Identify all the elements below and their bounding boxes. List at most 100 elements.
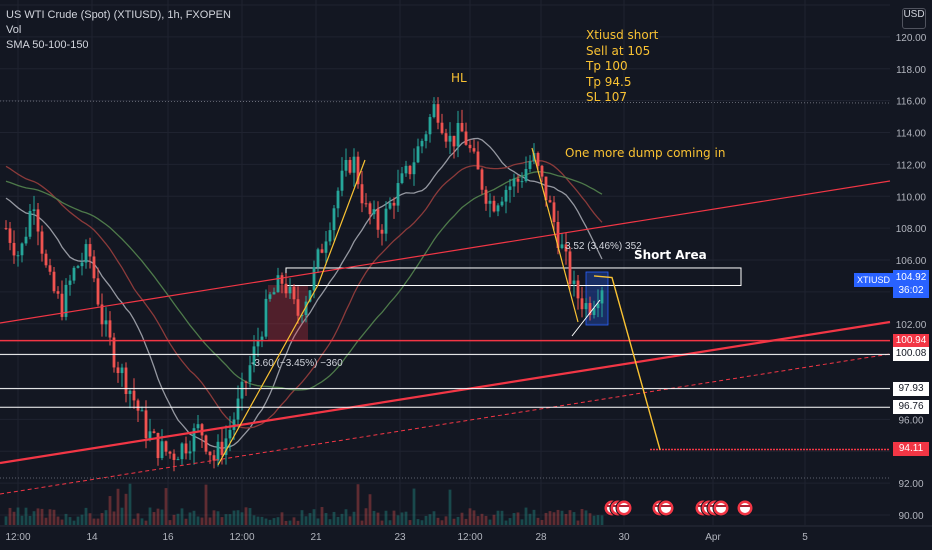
volume-bar <box>268 519 272 525</box>
time-axis[interactable]: 12:00 14 16 12:00 21 23 12:00 28 30 Apr 5 <box>0 525 932 550</box>
impulse-line-left <box>217 284 319 466</box>
volume-bar <box>52 509 56 525</box>
candle-body <box>172 453 176 460</box>
level-badge-94-11: 94.11 <box>893 442 929 457</box>
candle-body <box>200 424 204 436</box>
level-badge-96-76: 96.76 <box>893 400 929 415</box>
volume-bar <box>332 511 336 525</box>
candle-body <box>240 381 244 399</box>
volume-bar <box>420 520 424 525</box>
volume-bar <box>576 520 580 525</box>
candle-body <box>8 228 12 243</box>
volume-bar <box>492 514 496 525</box>
volume-bar <box>108 496 112 525</box>
candle-body <box>208 451 212 456</box>
event-flag <box>740 503 750 513</box>
currency-label[interactable]: USD <box>902 8 926 29</box>
candle-body <box>552 202 556 222</box>
measure-right-label: 3.52 (3.46%) 352 <box>565 241 642 252</box>
volume-bar <box>404 511 408 525</box>
candle-body <box>216 441 220 461</box>
candle-body <box>232 419 236 430</box>
candle-body <box>20 243 24 256</box>
time-tick-label: 12:00 <box>229 532 254 543</box>
short-area-label: Short Area <box>634 248 707 262</box>
price-tick-label: 102.00 <box>896 320 927 331</box>
price-tick-label: 110.00 <box>896 192 926 203</box>
candle-body <box>484 189 488 204</box>
candle-body <box>64 284 68 317</box>
candle-body <box>32 209 36 211</box>
time-tick-label: 23 <box>394 532 406 543</box>
candle-body <box>528 161 532 169</box>
volume-bar <box>284 520 288 525</box>
volume-bar <box>384 510 388 525</box>
candle-body <box>248 365 252 382</box>
volume-bar <box>56 516 60 525</box>
candle-body <box>4 228 8 230</box>
candle-body <box>136 400 140 411</box>
time-tick-label: 16 <box>162 532 174 543</box>
volume-bar <box>92 518 96 525</box>
volume-bar <box>12 511 16 525</box>
volume-bar <box>240 512 244 525</box>
volume-bar <box>100 513 104 525</box>
volume-bar <box>472 510 476 525</box>
candle-body <box>556 221 560 249</box>
level-badge-97-93: 97.93 <box>893 381 929 396</box>
volume-bar <box>532 509 536 525</box>
volume-bar <box>80 514 84 525</box>
symbol-title[interactable]: US WTI Crude (Spot) (XTIUSD), 1h, FXOPEN <box>6 9 231 21</box>
economic-event-icon[interactable] <box>657 499 675 517</box>
volume-bar <box>216 511 220 525</box>
candle-body <box>348 160 352 173</box>
event-icons[interactable] <box>603 499 754 517</box>
candle-body <box>340 170 344 191</box>
candle-body <box>128 390 132 394</box>
event-flag-stripe <box>740 505 750 507</box>
hl-label: HL <box>451 71 467 85</box>
candle-body <box>288 286 292 294</box>
candle-body <box>480 169 484 190</box>
candle-body <box>372 209 376 215</box>
volume-bar <box>64 513 68 525</box>
candle-body <box>500 201 504 206</box>
volume-bar <box>208 517 212 525</box>
candle-body <box>220 441 224 455</box>
economic-event-icon[interactable] <box>712 499 730 517</box>
volume-bar <box>456 516 460 525</box>
candle-body <box>344 160 348 171</box>
candle-body <box>564 244 568 252</box>
candle-body <box>124 367 128 394</box>
candle-body <box>60 293 64 317</box>
sma-indicator-label[interactable]: SMA 50-100-150 <box>6 39 89 51</box>
candle-body <box>180 443 184 460</box>
economic-event-icon[interactable] <box>615 499 633 517</box>
candle-body <box>568 251 572 285</box>
volume-bar <box>136 513 140 525</box>
trend-drawings <box>0 100 891 495</box>
candle-body <box>68 280 72 285</box>
hl-dotted-line <box>0 100 891 104</box>
time-tick-label: 30 <box>618 532 630 543</box>
volume-bar <box>280 512 284 525</box>
volume-bar <box>596 515 600 525</box>
volume-bar <box>364 508 368 525</box>
volume-bar <box>340 513 344 525</box>
volume-bar <box>356 484 360 525</box>
volume-bar <box>320 507 324 525</box>
candle-body <box>540 165 544 177</box>
volume-bar <box>40 508 44 525</box>
pullback-line <box>571 299 601 337</box>
volume-indicator-label[interactable]: Vol <box>6 24 22 36</box>
economic-event-icon[interactable] <box>736 499 754 517</box>
volume-bar <box>572 512 576 525</box>
volume-bar <box>592 515 596 525</box>
candle-body <box>316 249 320 268</box>
candle-body <box>396 183 400 206</box>
volume-bar <box>336 516 340 525</box>
volume-bar <box>588 513 592 525</box>
volume-bar <box>548 511 552 525</box>
candle-body <box>148 431 152 439</box>
